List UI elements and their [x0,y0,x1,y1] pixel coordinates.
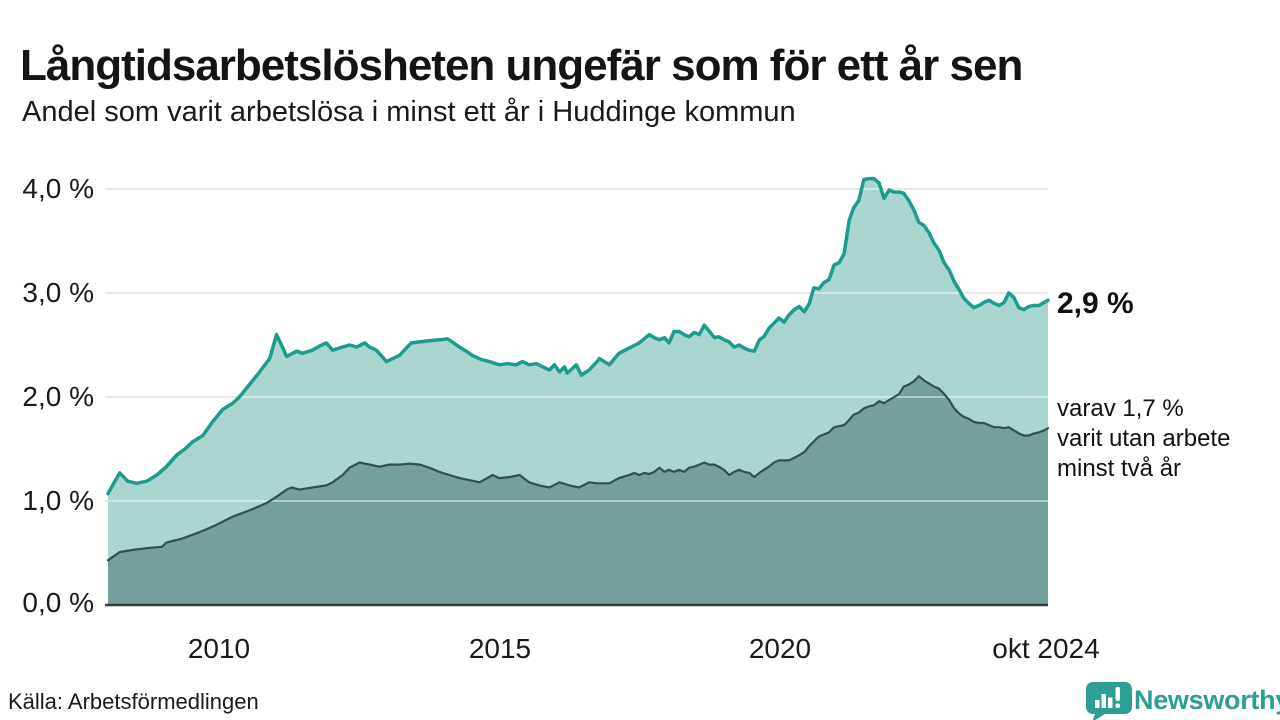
series-end-value-label: 2,9 % [1057,287,1134,320]
bar-3 [1108,697,1113,708]
x-tick-2010: 2010 [187,633,251,664]
x-tick-2015: 2015 [468,633,532,664]
source-attribution: Källa: Arbetsförmedlingen [8,689,259,714]
chart-area-series-2 [108,376,1048,605]
x-tick-2020: 2020 [748,633,812,664]
series2-annotation: varav 1,7 % varit utan arbete minst två … [1057,394,1277,484]
series2-annotation-line1: varav 1,7 % [1057,395,1184,422]
x-tick-okt-2024: okt 2024 [992,633,1100,664]
newsworthy-logo-icon [1086,682,1132,720]
exclamation-bar [1115,687,1120,701]
y-tick-0: 0,0 % [22,587,94,618]
chart-line-series-2 [106,375,1050,562]
y-tick-2: 2,0 % [22,381,94,412]
y-tick-1: 1,0 % [22,485,94,516]
page-title: Långtidsarbetslösheten ungefär som för e… [20,41,1023,91]
newsworthy-logo-text: Newsworthy [1134,685,1280,715]
bar-2 [1101,694,1106,708]
chart-subtitle: Andel som varit arbetslösa i minst ett å… [22,96,796,128]
bar-1 [1095,700,1100,708]
y-tick-3: 3,0 % [22,277,94,308]
exclamation-dot [1115,703,1120,708]
y-tick-4: 4,0 % [22,173,94,204]
series2-annotation-line3: minst två år [1057,455,1182,482]
series2-annotation-line2: varit utan arbete [1057,425,1231,452]
chart-line-series-1 [106,176,1050,496]
